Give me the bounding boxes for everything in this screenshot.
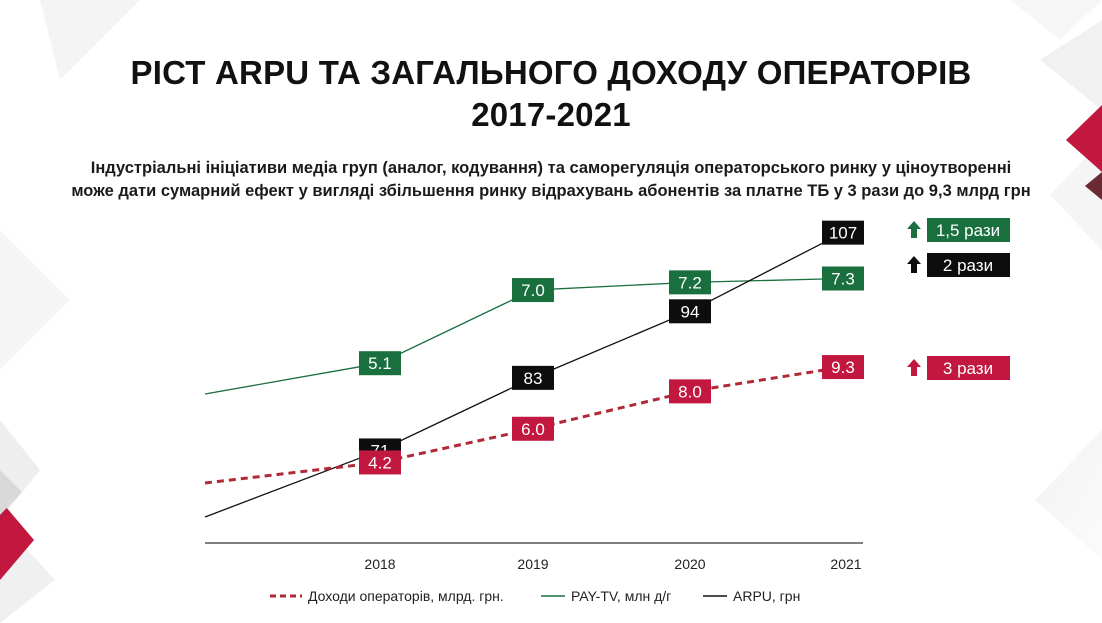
page-title: РІСТ ARPU ТА ЗАГАЛЬНОГО ДОХОДУ ОПЕРАТОРІ…	[0, 52, 1102, 136]
data-label-text: 7.3	[831, 270, 855, 289]
data-label-box	[359, 450, 401, 475]
data-label: 6.0	[512, 416, 554, 441]
legend-label: ARPU, грн	[733, 588, 801, 604]
decor-red-triangle	[1066, 105, 1102, 172]
data-label: 107	[822, 220, 864, 245]
data-label-text: 7.0	[521, 281, 545, 300]
data-label-text: 7.2	[678, 273, 702, 292]
up-arrow-icon	[907, 221, 921, 238]
data-label: 7.3	[822, 266, 864, 291]
subtitle-line-1: Індустріальні ініціативи медіа груп (ана…	[90, 159, 1012, 177]
data-label-box	[669, 379, 711, 404]
x-tick-label: 2019	[517, 556, 548, 572]
decor-dark-triangle	[1085, 172, 1102, 200]
title-line-1: РІСТ ARPU ТА ЗАГАЛЬНОГО ДОХОДУ ОПЕРАТОРІ…	[130, 54, 972, 91]
data-label-box	[512, 365, 554, 390]
decor-diamond	[40, 0, 140, 80]
growth-badge	[927, 218, 1010, 242]
legend-swatch-solid	[541, 595, 565, 597]
growth-badge	[927, 253, 1010, 277]
legend-item-paytv: PAY-TV, млн д/г	[541, 588, 671, 604]
data-label-box	[822, 266, 864, 291]
data-label-box	[822, 220, 864, 245]
data-label: 4.2	[359, 450, 401, 475]
data-label: 5.1	[359, 351, 401, 376]
decor-diamond	[1035, 430, 1102, 560]
data-label-box	[669, 299, 711, 324]
data-label: 9.3	[822, 355, 864, 380]
data-label-box	[512, 278, 554, 303]
subtitle-line-2: може дати сумарний ефект у вигляді збіль…	[71, 182, 1031, 200]
data-label-text: 4.2	[368, 453, 392, 472]
data-label-box	[359, 351, 401, 376]
decor-red-triangle	[0, 500, 34, 580]
legend-item-arpu: ARPU, грн	[703, 588, 800, 604]
page-subtitle: Індустріальні ініціативи медіа груп (ана…	[20, 157, 1082, 203]
title-line-2: 2017-2021	[471, 96, 631, 133]
x-tick-label: 2018	[364, 556, 395, 572]
data-label: 7.0	[512, 278, 554, 303]
growth-badge-text: 2 рази	[943, 256, 993, 275]
data-label: 83	[512, 365, 554, 390]
growth-badge-text: 1,5 рази	[936, 221, 1000, 240]
data-label-box	[822, 355, 864, 380]
data-label-text: 8.0	[678, 382, 702, 401]
up-arrow-icon	[907, 359, 921, 376]
growth-badge-text: 3 рази	[943, 359, 993, 378]
up-arrow-icon	[907, 256, 921, 273]
chart-legend: Доходи операторів, млрд. грн. PAY-TV, мл…	[0, 588, 1102, 610]
data-label-text: 107	[829, 224, 857, 243]
decor-grey-triangle	[0, 470, 22, 515]
x-tick-label: 2020	[674, 556, 705, 572]
data-label-text: 6.0	[521, 420, 545, 439]
data-label-text: 83	[524, 369, 543, 388]
data-label: 7.2	[669, 270, 711, 295]
decor-diamond	[1010, 0, 1102, 40]
data-label-text: 94	[681, 302, 700, 321]
decor-diamond	[1050, 140, 1102, 250]
legend-label: PAY-TV, млн д/г	[571, 588, 672, 604]
data-label: 8.0	[669, 379, 711, 404]
data-label: 94	[669, 299, 711, 324]
decor-diamond	[1040, 20, 1102, 110]
decor-diamond	[0, 230, 70, 370]
series-line-revenue	[204, 365, 844, 485]
legend-swatch-dashed	[270, 594, 302, 598]
x-tick-label: 2021	[830, 556, 861, 572]
growth-badge	[927, 356, 1010, 380]
data-label-text: 5.1	[368, 354, 392, 373]
legend-swatch-solid	[703, 595, 727, 597]
data-label-text: 9.3	[831, 358, 855, 377]
data-label-box	[512, 416, 554, 441]
legend-item-revenue: Доходи операторів, млрд. грн.	[270, 588, 504, 604]
legend-label: Доходи операторів, млрд. грн.	[308, 588, 504, 604]
data-label-box	[669, 270, 711, 295]
